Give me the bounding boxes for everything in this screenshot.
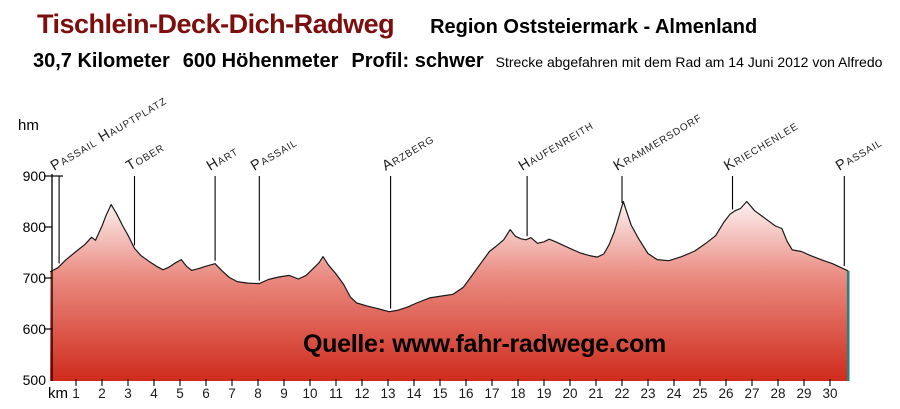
x-tick-label: 29 bbox=[796, 386, 811, 401]
x-tick-label: 18 bbox=[510, 386, 525, 401]
x-tick-label: 8 bbox=[254, 386, 262, 401]
header-line-1: Tischlein-Deck-Dich-Radweg Region Ostste… bbox=[37, 9, 757, 40]
y-tick-label: 900 bbox=[23, 168, 47, 184]
x-tick-label: 2 bbox=[98, 386, 106, 401]
x-tick-label: 4 bbox=[150, 386, 158, 401]
x-tick-label: 5 bbox=[176, 386, 184, 401]
y-axis-unit-label: hm bbox=[18, 117, 39, 134]
x-tick-label: 10 bbox=[302, 386, 317, 401]
location-label: Haufenreith bbox=[516, 117, 596, 174]
header-line-2: 30,7 Kilometer 600 Höhenmeter Profil: sc… bbox=[33, 50, 882, 73]
x-tick-label: 23 bbox=[640, 386, 655, 401]
x-tick-label: 19 bbox=[536, 386, 551, 401]
x-tick-label: 9 bbox=[280, 386, 288, 401]
stat-distance: 30,7 Kilometer bbox=[33, 50, 170, 72]
location-label: Passail bbox=[833, 134, 885, 174]
x-tick-label: 1 bbox=[72, 386, 80, 401]
location-label: Krammersdorf bbox=[611, 109, 705, 174]
x-tick-label: 3 bbox=[124, 386, 132, 401]
x-tick-label: 13 bbox=[380, 386, 395, 401]
x-tick-label: 20 bbox=[562, 386, 577, 401]
x-tick-label: 12 bbox=[354, 386, 369, 401]
y-tick-label: 700 bbox=[23, 270, 47, 286]
x-tick-label: 14 bbox=[406, 386, 422, 401]
x-tick-label: 21 bbox=[588, 386, 603, 401]
x-tick-label: 25 bbox=[692, 386, 707, 401]
location-label: Tober bbox=[123, 139, 167, 174]
region-subtitle: Region Oststeiermark - Almenland bbox=[430, 16, 758, 38]
x-tick-label: 30 bbox=[822, 386, 837, 401]
location-label: Kriechenlee bbox=[721, 118, 801, 175]
x-tick-label: 11 bbox=[329, 386, 343, 401]
location-label: Arzberg bbox=[379, 131, 437, 174]
profile-area-fill bbox=[50, 201, 849, 381]
location-label: Hart bbox=[204, 143, 241, 174]
ride-note: Strecke abgefahren mit dem Rad am 14 Jun… bbox=[495, 54, 883, 70]
x-tick-label: 27 bbox=[744, 386, 759, 401]
x-tick-label: 15 bbox=[432, 386, 447, 401]
y-tick-label: 600 bbox=[23, 321, 47, 337]
profile-outline bbox=[49, 200, 849, 313]
page-title: Tischlein-Deck-Dich-Radweg bbox=[37, 9, 395, 39]
y-tick-label: 800 bbox=[23, 219, 47, 235]
x-tick-label: 22 bbox=[614, 386, 629, 401]
location-label: Passail bbox=[248, 134, 300, 174]
stat-difficulty: Profil: schwer bbox=[351, 50, 484, 72]
source-watermark: Quelle: www.fahr-radwege.com bbox=[303, 330, 666, 358]
x-tick-label: 26 bbox=[718, 386, 733, 401]
x-tick-label: 24 bbox=[666, 386, 682, 401]
x-tick-label: 28 bbox=[770, 386, 785, 401]
y-tick-label: 500 bbox=[23, 372, 47, 388]
x-tick-label: 7 bbox=[228, 386, 236, 401]
x-axis-unit-label: km bbox=[48, 385, 68, 402]
stat-elevation-gain: 600 Höhenmeter bbox=[182, 50, 339, 72]
x-tick-label: 6 bbox=[202, 386, 210, 401]
x-tick-label: 16 bbox=[458, 386, 473, 401]
x-tick-label: 17 bbox=[484, 386, 499, 401]
